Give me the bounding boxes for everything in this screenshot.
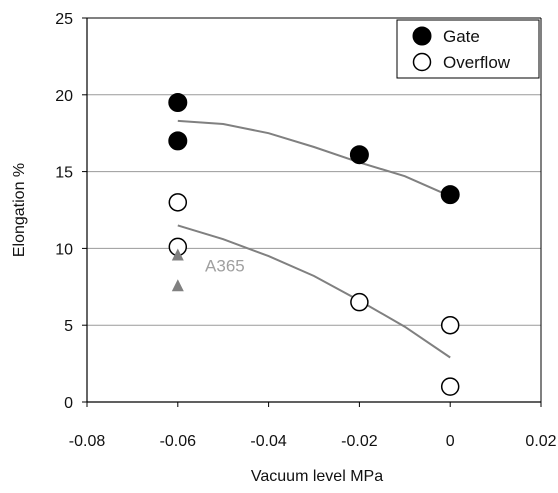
y-tick-label: 15 bbox=[55, 165, 73, 182]
a365-point bbox=[171, 248, 184, 261]
legend-label-gate: Gate bbox=[443, 27, 480, 46]
y-tick-label: 10 bbox=[55, 241, 73, 258]
legend: Gate Overflow bbox=[396, 19, 540, 79]
y-tick-label: 20 bbox=[55, 88, 73, 105]
overflow-point bbox=[350, 292, 369, 312]
legend-marker-gate bbox=[412, 26, 432, 46]
x-tick-label: -0.06 bbox=[160, 433, 197, 450]
overflow-point bbox=[168, 193, 188, 212]
annotations: A365 bbox=[205, 256, 245, 275]
trend-line bbox=[177, 119, 451, 198]
x-axis-title: Vacuum level MPa bbox=[251, 468, 383, 485]
data-points bbox=[168, 92, 460, 396]
y-axis-title: Elongation % bbox=[11, 163, 28, 257]
axes bbox=[82, 17, 542, 407]
legend-marker-overflow bbox=[412, 52, 432, 72]
gate-point bbox=[349, 145, 369, 165]
gridlines bbox=[87, 94, 541, 326]
gate-point bbox=[168, 92, 188, 112]
y-tick-label: 0 bbox=[64, 395, 73, 412]
gate-point bbox=[168, 131, 188, 151]
x-tick-label: -0.02 bbox=[341, 433, 378, 450]
trend-line bbox=[177, 224, 451, 359]
x-tick-labels: -0.08 -0.06 -0.04 -0.02 0 0.02 bbox=[69, 433, 557, 450]
gate-point bbox=[440, 185, 460, 205]
y-tick-labels: 0 5 10 15 20 25 bbox=[55, 11, 73, 412]
overflow-point bbox=[440, 315, 460, 335]
annotation-label: A365 bbox=[205, 256, 245, 275]
a365-point bbox=[171, 279, 184, 292]
x-tick-label: -0.04 bbox=[250, 433, 287, 450]
legend-label-overflow: Overflow bbox=[443, 53, 511, 72]
x-tick-label: 0 bbox=[446, 433, 455, 450]
y-tick-label: 25 bbox=[55, 11, 73, 28]
y-tick-label: 5 bbox=[64, 318, 73, 335]
x-tick-label: 0.02 bbox=[525, 433, 556, 450]
x-tick-label: -0.08 bbox=[69, 433, 106, 450]
trend-lines bbox=[177, 119, 451, 359]
overflow-point bbox=[440, 377, 460, 396]
